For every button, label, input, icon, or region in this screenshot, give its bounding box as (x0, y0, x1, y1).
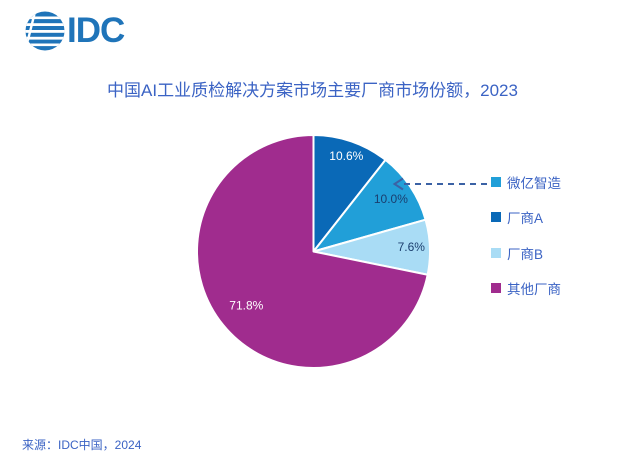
idc-logo: IDC (25, 10, 125, 52)
chart-title: 中国AI工业质检解决方案市场主要厂商市场份额，2023 (107, 81, 518, 100)
legend-swatch-icon (491, 176, 501, 187)
legend-item-微亿智造: 微亿智造 (491, 164, 561, 200)
legend-label: 厂商B (507, 246, 544, 262)
legend-swatch-icon (491, 212, 501, 223)
legend-item-其他厂商: 其他厂商 (491, 271, 561, 307)
pie-slice-value-label: 71.8% (229, 299, 263, 313)
source-note: 来源：IDC中国，2024 (22, 438, 142, 452)
legend-item-厂商B: 厂商B (491, 235, 561, 271)
legend-label: 厂商A (507, 211, 544, 227)
legend-swatch-icon (491, 283, 501, 294)
idc-globe-icon (25, 11, 65, 51)
legend-swatch-icon (491, 247, 501, 258)
pie-slice-value-label: 10.6% (329, 149, 363, 163)
legend-label: 其他厂商 (507, 282, 561, 298)
pie-slice-其他厂商 (196, 134, 429, 369)
legend-item-厂商A: 厂商A (491, 200, 561, 236)
legend-label: 微亿智造 (507, 175, 561, 191)
leader-arrowhead-icon (392, 177, 404, 191)
legend: 微亿智造厂商A 厂商B 其他厂商 (491, 164, 561, 306)
pie-slice-value-label: 7.6% (398, 240, 426, 254)
idc-logo-text: IDC (67, 11, 125, 50)
pie-slice-value-label: 10.0% (374, 192, 408, 206)
pie-slice-厂商A (312, 134, 387, 253)
